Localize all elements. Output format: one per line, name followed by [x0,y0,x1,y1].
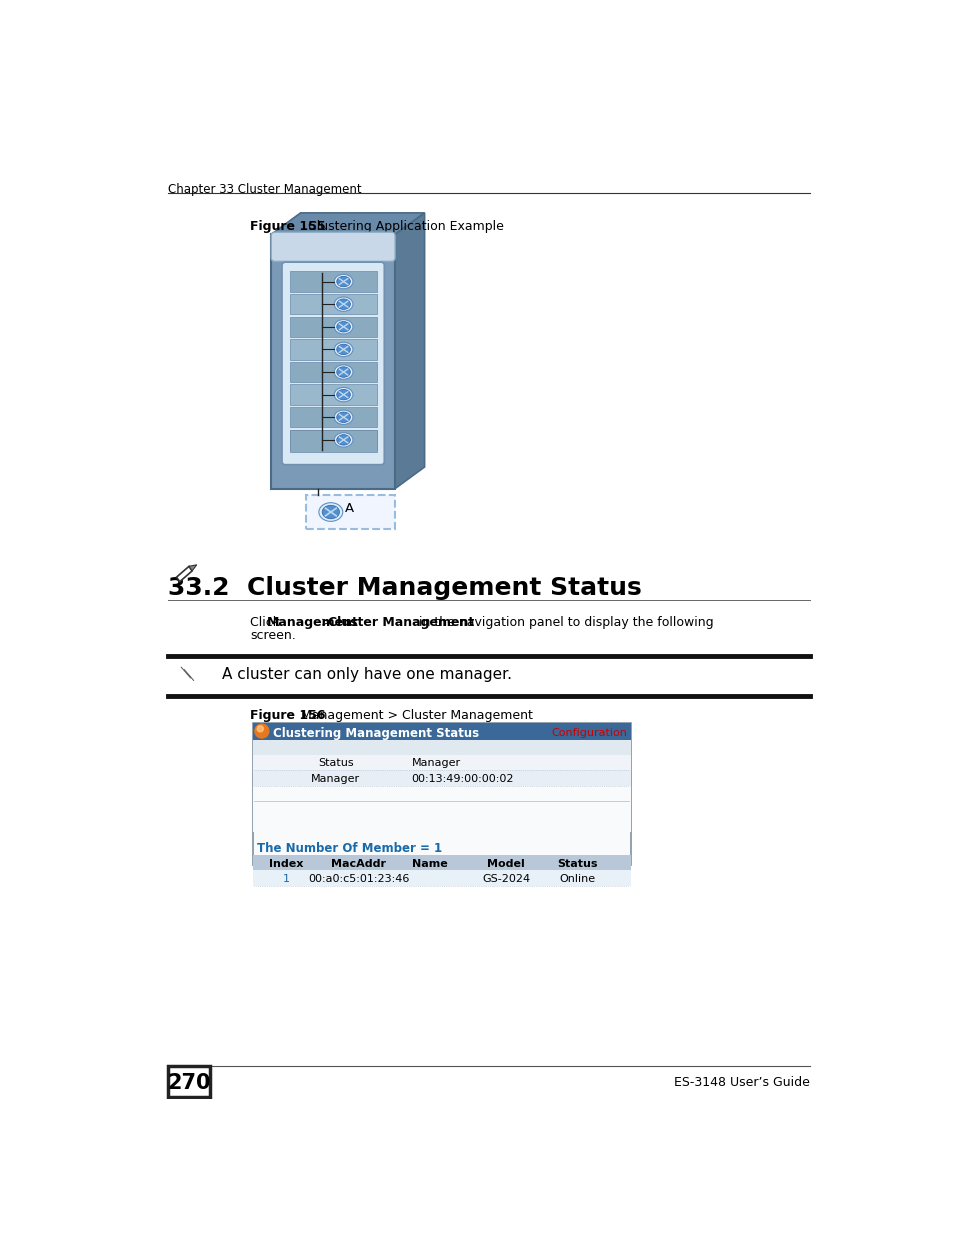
Ellipse shape [322,505,339,519]
Ellipse shape [334,320,353,333]
Circle shape [257,726,263,732]
FancyBboxPatch shape [290,362,376,382]
Ellipse shape [336,367,350,377]
Ellipse shape [334,342,353,357]
Text: Cluster Management: Cluster Management [328,615,474,629]
Text: Configuration: Configuration [551,729,627,739]
Text: 00:13:49:00:00:02: 00:13:49:00:00:02 [411,774,514,784]
FancyBboxPatch shape [253,722,630,740]
Text: MacAddr: MacAddr [331,858,386,868]
Text: Model: Model [487,858,524,868]
Ellipse shape [336,277,350,287]
FancyBboxPatch shape [168,1066,210,1097]
Text: The Number Of Member = 1: The Number Of Member = 1 [257,842,442,856]
FancyBboxPatch shape [290,316,376,337]
FancyBboxPatch shape [253,740,630,755]
Ellipse shape [336,345,350,354]
FancyBboxPatch shape [290,430,376,452]
Text: Figure 156: Figure 156 [250,709,325,721]
Polygon shape [189,564,196,571]
Text: 33.2  Cluster Management Status: 33.2 Cluster Management Status [168,576,641,599]
FancyBboxPatch shape [290,272,376,291]
FancyBboxPatch shape [253,785,630,802]
Polygon shape [176,567,192,582]
Ellipse shape [336,412,350,422]
Text: Index: Index [269,858,303,868]
Text: Figure 155: Figure 155 [250,220,326,233]
Polygon shape [395,212,424,489]
Text: Name: Name [412,858,448,868]
FancyBboxPatch shape [290,430,376,450]
Text: screen.: screen. [250,629,295,642]
Text: in the navigation panel to display the following: in the navigation panel to display the f… [415,615,713,629]
Ellipse shape [334,364,353,379]
Text: A cluster can only have one manager.: A cluster can only have one manager. [221,667,511,682]
Text: Management: Management [267,615,358,629]
FancyBboxPatch shape [290,340,376,359]
FancyBboxPatch shape [253,816,630,832]
FancyBboxPatch shape [306,495,395,530]
Text: Clustering Application Example: Clustering Application Example [295,220,503,233]
Text: Clustering Management Status: Clustering Management Status [274,727,479,740]
FancyBboxPatch shape [282,262,384,464]
Ellipse shape [334,274,353,289]
Ellipse shape [334,432,353,447]
FancyBboxPatch shape [253,871,630,885]
Text: >: > [316,615,335,629]
Ellipse shape [318,503,342,521]
Text: Chapter 33 Cluster Management: Chapter 33 Cluster Management [168,183,361,196]
Ellipse shape [334,388,353,401]
Text: Click: Click [250,615,284,629]
Ellipse shape [336,299,350,310]
FancyBboxPatch shape [271,232,395,262]
FancyBboxPatch shape [253,802,630,816]
Ellipse shape [334,296,353,311]
Text: GS-2024: GS-2024 [481,874,530,884]
Ellipse shape [336,389,350,400]
Text: Manager: Manager [411,758,460,768]
Text: 270: 270 [167,1073,211,1093]
FancyBboxPatch shape [290,384,376,405]
FancyBboxPatch shape [290,408,376,427]
Text: Management > Cluster Management: Management > Cluster Management [289,709,533,721]
Text: Online: Online [559,874,596,884]
FancyBboxPatch shape [253,855,630,871]
FancyBboxPatch shape [290,294,376,315]
Text: Status: Status [317,758,354,768]
Ellipse shape [334,410,353,425]
FancyBboxPatch shape [253,755,630,771]
Ellipse shape [336,435,350,445]
Text: 1: 1 [283,874,290,884]
FancyBboxPatch shape [253,771,630,785]
Text: 00:a0:c5:01:23:46: 00:a0:c5:01:23:46 [308,874,409,884]
FancyBboxPatch shape [253,722,630,864]
FancyBboxPatch shape [271,235,395,489]
Circle shape [254,724,269,739]
Text: A: A [345,503,354,515]
Text: ES-3148 User’s Guide: ES-3148 User’s Guide [673,1077,809,1089]
Ellipse shape [336,321,350,332]
Polygon shape [271,212,424,235]
Text: Status: Status [557,858,598,868]
Text: Manager: Manager [311,774,360,784]
